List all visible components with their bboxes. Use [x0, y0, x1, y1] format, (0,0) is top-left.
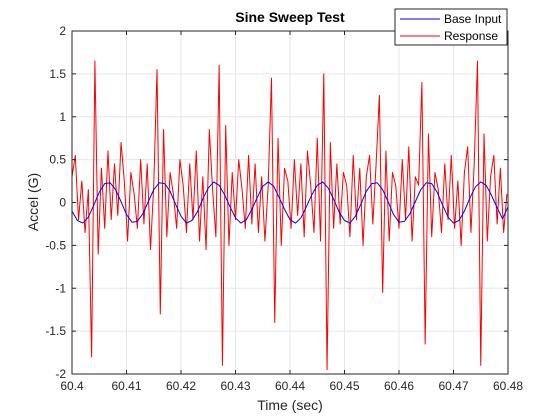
y-tick-label: -0.5 — [45, 238, 66, 252]
x-tick-label: 60.42 — [166, 379, 196, 393]
x-axis-label: Time (sec) — [257, 397, 323, 413]
y-tick-label: -2 — [55, 367, 66, 381]
series-lines — [71, 60, 509, 371]
y-tick-label: 1.5 — [49, 67, 66, 81]
y-tick-label: 0.5 — [49, 153, 66, 167]
x-tick-label: 60.46 — [384, 379, 414, 393]
x-tick-label: 60.41 — [111, 379, 141, 393]
y-tick-label: -1.5 — [45, 324, 66, 338]
x-tick-label: 60.43 — [220, 379, 250, 393]
legend-box — [394, 8, 508, 46]
legend: Base Input Response — [394, 8, 508, 46]
y-axis-label: Accel (G) — [25, 173, 41, 231]
x-tick-label: 60.47 — [438, 379, 468, 393]
series-line-base-input — [71, 181, 509, 224]
y-tick-label: 2 — [59, 24, 66, 38]
legend-label-base-input: Base Input — [444, 12, 502, 26]
legend-label-response: Response — [444, 29, 498, 43]
y-tick-label: -1 — [55, 281, 66, 295]
axis-ticks: 60.4 60.41 60.42 60.43 60.44 60.45 60.46 60.47 6… — [45, 24, 523, 393]
x-tick-label: 60.45 — [329, 379, 359, 393]
x-tick-label: 60.4 — [60, 379, 84, 393]
x-tick-label: 60.44 — [275, 379, 305, 393]
y-tick-label: 0 — [59, 196, 66, 210]
y-tick-label: 1 — [59, 110, 66, 124]
chart-title: Sine Sweep Test — [235, 9, 345, 25]
series-line-response — [71, 60, 508, 371]
x-tick-label: 60.48 — [493, 379, 523, 393]
